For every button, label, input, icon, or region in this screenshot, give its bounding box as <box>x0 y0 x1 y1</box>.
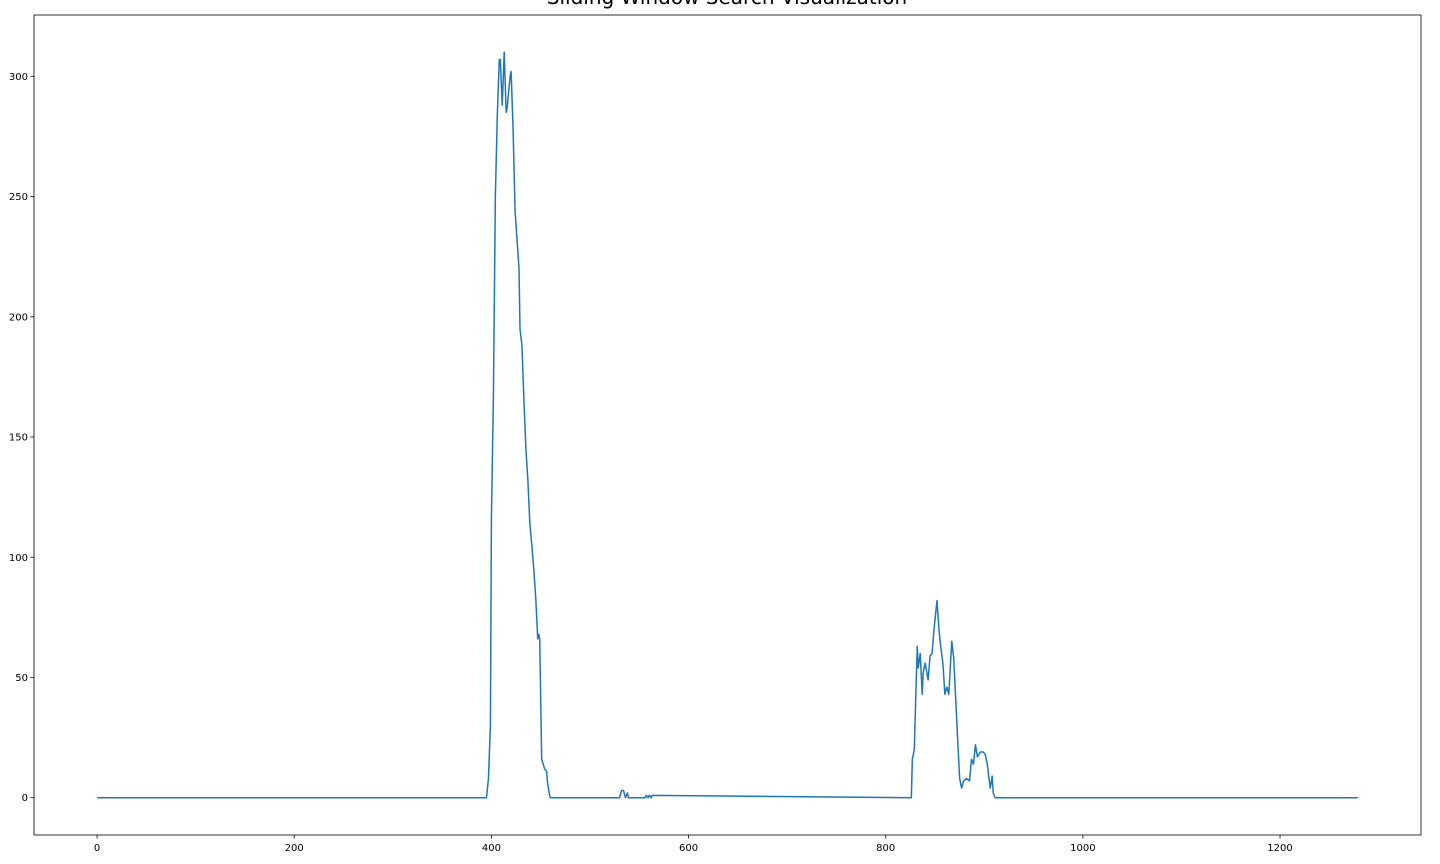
y-tick-label: 300 <box>9 72 28 83</box>
x-tick-label: 200 <box>285 843 304 854</box>
axes-frame <box>33 14 1422 836</box>
y-tick-label: 100 <box>9 553 28 564</box>
x-tick-label: 400 <box>482 843 501 854</box>
chart-title: Sliding Window Search Visualization <box>547 0 907 9</box>
y-tick-label: 150 <box>9 433 28 444</box>
line-series <box>97 51 1358 799</box>
x-tick-label: 1000 <box>1070 843 1095 854</box>
x-tick-label: 1200 <box>1267 843 1292 854</box>
y-tick-label: 0 <box>22 793 28 804</box>
x-tick-label: 0 <box>94 843 100 854</box>
y-tick-label: 200 <box>9 312 28 323</box>
x-tick-label: 800 <box>876 843 895 854</box>
x-tick-label: 600 <box>679 843 698 854</box>
y-tick-label: 50 <box>15 673 28 684</box>
y-tick-label: 250 <box>9 192 28 203</box>
